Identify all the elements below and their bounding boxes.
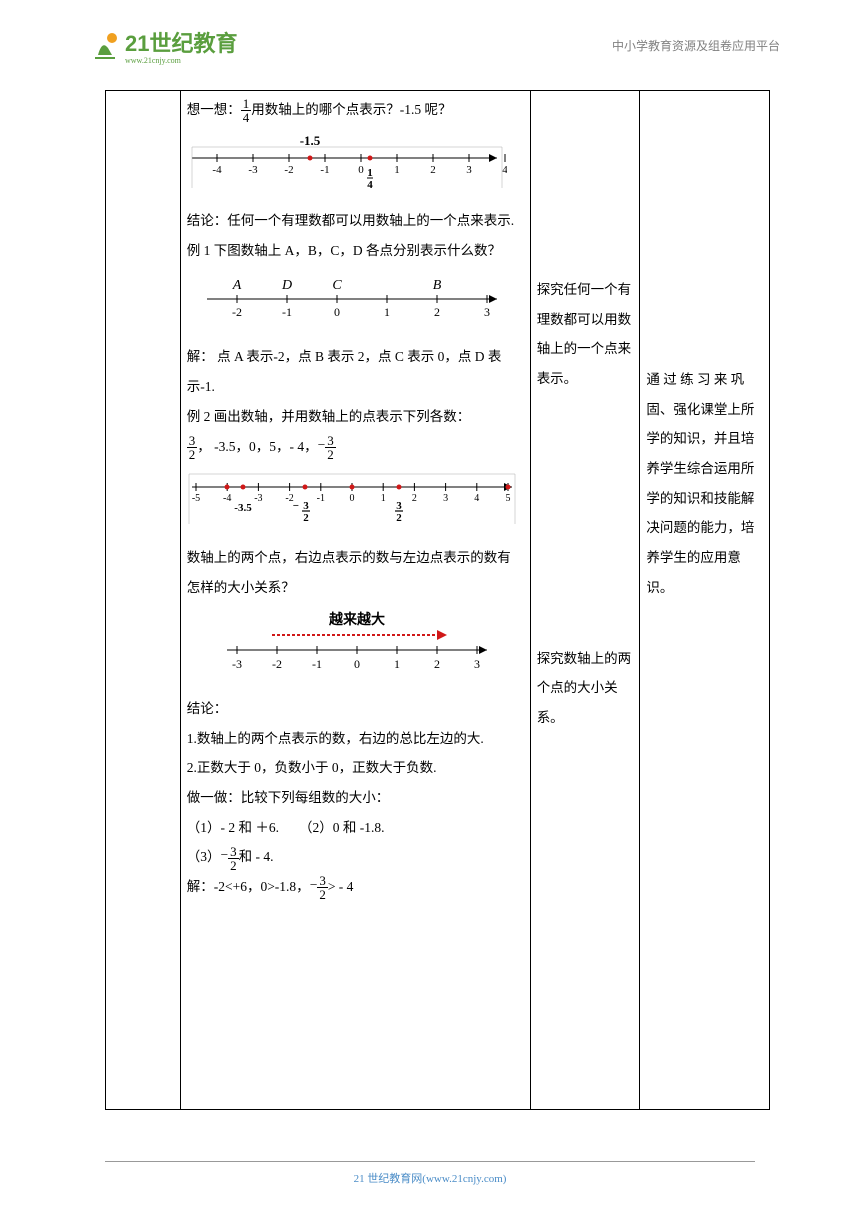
svg-text:2: 2 <box>303 512 309 524</box>
page-footer: 21 世纪教育网(www.21cnjy.com) <box>105 1161 755 1186</box>
number-line-1: -1.5 -4-3-2-101234 1 4 <box>187 133 524 199</box>
svg-text:-2: -2 <box>232 305 242 319</box>
svg-text:A: A <box>231 278 241 293</box>
table-col-main: 想一想：14用数轴上的哪个点表示？-1.5 呢？ -1.5 -4-3-2-101… <box>180 91 530 1110</box>
svg-text:1: 1 <box>367 167 373 179</box>
svg-text:-3.5: -3.5 <box>234 502 252 514</box>
svg-text:-3: -3 <box>248 164 258 176</box>
practice-item-3: （3）−32和 - 4. <box>187 842 524 872</box>
right-text: 通 过 练 习 来 巩固、强化课堂上所学的知识，并且培养学生综合运用所学的知识和… <box>646 365 763 603</box>
svg-text:1: 1 <box>384 305 390 319</box>
fraction-neg-3-2c: 32 <box>317 874 328 901</box>
svg-text:-3: -3 <box>254 493 262 504</box>
svg-text:−: − <box>292 500 298 512</box>
svg-text:-2: -2 <box>284 164 293 176</box>
think-prompt: 想一想：14用数轴上的哪个点表示？-1.5 呢？ <box>187 95 524 125</box>
svg-text:3: 3 <box>484 305 490 319</box>
lesson-table: 想一想：14用数轴上的哪个点表示？-1.5 呢？ -1.5 -4-3-2-101… <box>105 90 770 1110</box>
header-right-text: 中小学教育资源及组卷应用平台 <box>612 37 780 54</box>
svg-text:-2: -2 <box>272 657 282 671</box>
conclusion-2-1: 1.数轴上的两个点表示的数，右边的总比左边的大. <box>187 724 524 754</box>
fraction-neg-3-2: 32 <box>325 434 336 461</box>
svg-text:0: 0 <box>349 493 354 504</box>
svg-text:3: 3 <box>396 500 402 512</box>
logo: 21世纪教育 www.21cnjy.com <box>90 26 237 65</box>
logo-text: 21世纪教育 <box>125 26 237 58</box>
solution-2: 解：-2<+6，0>-1.8，−32> - 4 <box>187 872 524 902</box>
practice-items-1-2: （1）- 2 和 ＋6.（2）0 和 -1.8. <box>187 813 524 843</box>
svg-text:-5: -5 <box>192 493 200 504</box>
question-2: 数轴上的两个点，右边点表示的数与左边点表示的数有怎样的大小关系？ <box>187 543 524 602</box>
svg-text:-1: -1 <box>316 493 324 504</box>
fraction-1-4: 14 <box>241 97 252 124</box>
page-header: 21世纪教育 www.21cnjy.com 中小学教育资源及组卷应用平台 <box>0 0 860 80</box>
table-col-right: 通 过 练 习 来 巩固、强化课堂上所学的知识，并且培养学生综合运用所学的知识和… <box>640 91 770 1110</box>
svg-text:1: 1 <box>394 164 400 176</box>
mid-text-2: 探究数轴上的两个点的大小关系。 <box>537 644 634 733</box>
svg-text:-4: -4 <box>223 493 231 504</box>
svg-text:-3: -3 <box>232 657 242 671</box>
svg-text:越来越大: 越来越大 <box>328 611 385 628</box>
svg-text:2: 2 <box>434 657 440 671</box>
svg-text:B: B <box>432 278 441 293</box>
svg-text:-1: -1 <box>312 657 322 671</box>
example-2-list: 32， -3.5，0，5，- 4，−32 <box>187 432 524 462</box>
practice-title: 做一做：比较下列每组数的大小： <box>187 783 524 813</box>
svg-text:D: D <box>281 278 292 293</box>
example-2-title: 例 2 画出数轴，并用数轴上的点表示下列各数： <box>187 402 524 432</box>
svg-text:3: 3 <box>466 164 472 176</box>
number-line-3: -5-4-3-2-1012345 -3.5 − 3 2 3 2 <box>187 469 524 535</box>
svg-text:5: 5 <box>505 493 510 504</box>
svg-text:3: 3 <box>303 500 309 512</box>
conclusion-2-title: 结论： <box>187 694 524 724</box>
svg-text:2: 2 <box>396 512 402 524</box>
svg-text:-1: -1 <box>320 164 329 176</box>
svg-text:-4: -4 <box>212 164 222 176</box>
svg-text:4: 4 <box>502 164 507 176</box>
table-col-left <box>106 91 181 1110</box>
conclusion-2-2: 2.正数大于 0，负数小于 0，正数大于负数. <box>187 753 524 783</box>
svg-text:1: 1 <box>380 493 385 504</box>
conclusion-1: 结论：任何一个有理数都可以用数轴上的一个点来表示. <box>187 206 524 236</box>
svg-text:1: 1 <box>394 657 400 671</box>
example-1-solution: 解： 点 A 表示-2，点 B 表示 2，点 C 表示 0，点 D 表示-1. <box>187 342 524 401</box>
svg-text:-1.5: -1.5 <box>299 133 320 148</box>
number-line-2: A D C B -2 -1 0 1 2 3 <box>187 274 524 335</box>
svg-text:2: 2 <box>412 493 417 504</box>
fraction-3-2: 32 <box>187 434 198 461</box>
mid-text-1: 探究任何一个有理数都可以用数轴上的一个点来表示。 <box>537 275 634 394</box>
logo-icon <box>90 30 120 60</box>
example-1-title: 例 1 下图数轴上 A，B，C，D 各点分别表示什么数？ <box>187 236 524 266</box>
table-col-mid: 探究任何一个有理数都可以用数轴上的一个点来表示。 探究数轴上的两个点的大小关系。 <box>530 91 640 1110</box>
svg-text:C: C <box>332 278 342 293</box>
svg-text:4: 4 <box>367 179 373 188</box>
number-line-4: 越来越大 -3 -2 -1 0 1 2 3 <box>217 610 524 686</box>
svg-text:3: 3 <box>474 657 480 671</box>
svg-text:4: 4 <box>474 493 479 504</box>
svg-text:2: 2 <box>430 164 436 176</box>
svg-text:0: 0 <box>334 305 340 319</box>
svg-text:3: 3 <box>443 493 448 504</box>
svg-text:-1: -1 <box>282 305 292 319</box>
svg-text:2: 2 <box>434 305 440 319</box>
fraction-neg-3-2b: 32 <box>228 845 239 872</box>
svg-text:0: 0 <box>358 164 364 176</box>
svg-text:0: 0 <box>354 657 360 671</box>
